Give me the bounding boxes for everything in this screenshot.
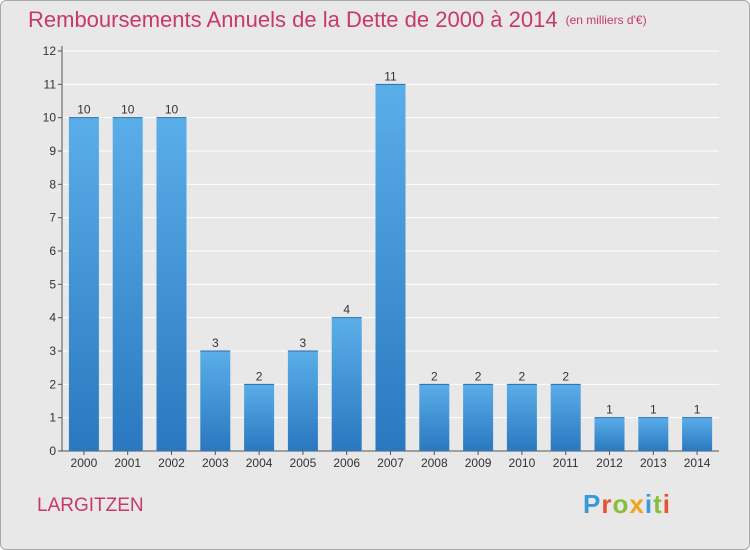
x-tick-label: 2010 (509, 456, 536, 470)
x-tick-label: 2006 (333, 456, 360, 470)
logo-letter: r (601, 489, 613, 519)
bar (68, 117, 99, 452)
bar-value-label: 2 (562, 369, 569, 383)
x-tick-label: 2005 (290, 456, 317, 470)
bar (331, 317, 362, 451)
chart-title: Remboursements Annuels de la Dette de 20… (28, 7, 647, 33)
logo-letter: i (662, 489, 671, 519)
logo-letter: t (653, 489, 663, 519)
y-tick-label: 2 (49, 377, 56, 391)
logo-letter: o (612, 489, 630, 519)
bar (200, 351, 231, 451)
y-tick-label: 4 (49, 311, 56, 325)
bar-value-label: 2 (256, 369, 263, 383)
bar (156, 117, 187, 452)
bar (419, 384, 450, 451)
x-tick-label: 2012 (596, 456, 623, 470)
x-tick-label: 2003 (202, 456, 229, 470)
bar-value-label: 3 (300, 336, 307, 350)
unit-note: (en milliers d'€) (565, 13, 647, 27)
x-tick-label: 2013 (640, 456, 667, 470)
proxiti-logo: Proxiti (583, 489, 671, 520)
y-tick-label: 1 (49, 411, 56, 425)
y-tick-label: 9 (49, 144, 56, 158)
logo-letter: x (629, 489, 645, 519)
bar (594, 417, 625, 451)
bar-value-label: 3 (212, 336, 219, 350)
x-tick-label: 2014 (684, 456, 711, 470)
bar-value-label: 4 (343, 303, 350, 317)
bar (112, 117, 143, 452)
x-tick-label: 2004 (246, 456, 273, 470)
bar-value-label: 2 (519, 369, 526, 383)
y-tick-label: 6 (49, 244, 56, 258)
x-tick-label: 2002 (158, 456, 185, 470)
x-tick-label: 2009 (465, 456, 492, 470)
bar-value-label: 10 (77, 103, 91, 117)
y-tick-label: 8 (49, 177, 56, 191)
bar (463, 384, 494, 451)
location-label: LARGITZEN (37, 495, 144, 516)
y-tick-label: 5 (49, 277, 56, 291)
bar (550, 384, 581, 451)
bar-value-label: 1 (650, 403, 657, 417)
logo-letter: i (644, 489, 654, 519)
bar-value-label: 2 (475, 369, 482, 383)
y-tick-label: 12 (43, 44, 57, 58)
y-tick-label: 3 (49, 344, 56, 358)
x-tick-label: 2000 (71, 456, 98, 470)
bar-value-label: 10 (165, 103, 179, 117)
bar (287, 351, 318, 451)
logo-letter: P (583, 489, 602, 519)
y-tick-label: 10 (43, 111, 57, 125)
bar (506, 384, 537, 451)
bar (244, 384, 275, 451)
x-tick-label: 2007 (377, 456, 404, 470)
y-tick-label: 0 (49, 444, 56, 458)
bar (638, 417, 669, 451)
bar-value-label: 1 (694, 403, 701, 417)
x-tick-label: 2011 (553, 456, 579, 470)
bar-value-label: 1 (606, 403, 613, 417)
bar (375, 84, 406, 451)
y-tick-label: 11 (44, 77, 57, 91)
bar-value-label: 11 (384, 69, 397, 83)
chart-title-text: Remboursements Annuels de la Dette de 20… (28, 7, 558, 32)
x-tick-label: 2001 (114, 456, 141, 470)
y-tick-label: 7 (49, 211, 56, 225)
bar-value-label: 10 (121, 103, 135, 117)
bar (682, 417, 713, 451)
x-tick-label: 2008 (421, 456, 448, 470)
bar-value-label: 2 (431, 369, 438, 383)
